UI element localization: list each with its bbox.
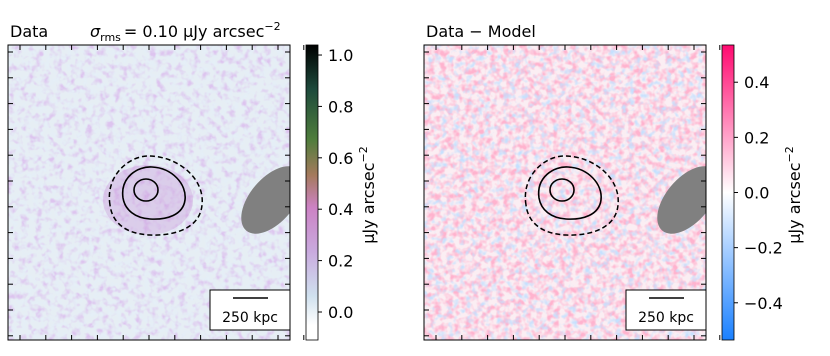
source-emission (103, 165, 193, 235)
colorbar-tick-label: 0.0 (328, 303, 353, 322)
colorbar-tick-label: 0.4 (328, 200, 353, 219)
colorbar-tick-label: −0.4 (744, 294, 783, 313)
masked-source (241, 166, 290, 234)
colorbar-tick-label: −0.2 (744, 239, 783, 258)
scale-bar-label: 250 kpc (638, 310, 694, 326)
contour (549, 178, 575, 202)
colorbar-tick-label: 0.2 (328, 252, 353, 271)
panel: 250 kpc Data − Model −0.4 −0.2 0.0 0.2 0.4 μJy … (423, 22, 804, 341)
colorbar-label-superscript: −2 (783, 146, 796, 162)
panel-subtitle: σrms = 0.10 μJy arcsec−2 (90, 20, 281, 44)
masked-source (657, 166, 706, 234)
image (8, 45, 290, 340)
colorbar-tick-label: 1.0 (328, 46, 353, 65)
colorbar-label: μJy arcsec−2 (357, 146, 378, 243)
contour (524, 155, 619, 236)
contour (133, 178, 159, 202)
colorbar-tick-label: 0.4 (744, 73, 769, 92)
colorbar (721, 44, 735, 341)
contour (108, 155, 203, 236)
sigma-text: = 0.10 μJy arcsec (124, 22, 264, 41)
scale-bar-box (209, 289, 291, 331)
image (424, 45, 706, 340)
contour (538, 166, 602, 220)
colorbar-tick-label: 0.8 (328, 97, 353, 116)
colorbar-label: μJy arcsec−2 (783, 146, 804, 243)
sigma-superscript: −2 (264, 20, 280, 33)
panel-title: Data (10, 22, 48, 41)
colorbar-tick-label: 0.2 (744, 128, 769, 147)
panel-title: Data − Model (426, 22, 536, 41)
sigma-subscript: rms (100, 31, 121, 44)
scale-bar-box (625, 289, 707, 331)
colorbar-tick-label: 0.6 (328, 149, 353, 168)
colorbar (305, 44, 319, 341)
colorbar-tick-label: 0.0 (744, 184, 769, 203)
colorbar-label-text: μJy arcsec (359, 162, 378, 243)
colorbar-label-superscript: −2 (357, 146, 370, 162)
scale-bar-label: 250 kpc (222, 310, 278, 326)
colorbar-label-text: μJy arcsec (785, 162, 804, 243)
sigma-symbol: σ (90, 22, 101, 41)
contour (122, 166, 186, 220)
